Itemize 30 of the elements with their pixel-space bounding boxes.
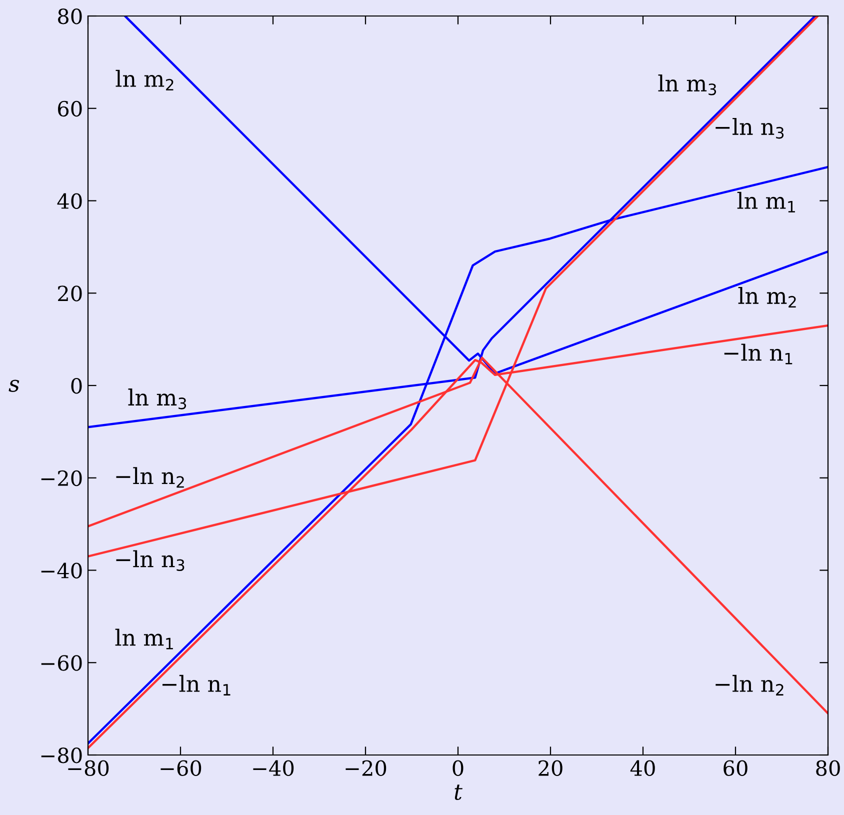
y-axis-title: s	[8, 380, 20, 392]
y-tick-label: 60	[58, 100, 82, 117]
x-tick-label: 60	[724, 760, 748, 776]
y-tick-label: 0	[71, 378, 82, 394]
y-tick-label: −20	[41, 470, 82, 486]
x-tick-label: −20	[346, 760, 386, 776]
annotation: −ln n$_{2}$	[116, 467, 184, 488]
annotation: ln m$_{1}$	[115, 628, 173, 650]
annotation: −ln n$_{2}$	[716, 674, 784, 696]
x-axis-title: t	[454, 784, 462, 800]
annotation: −ln n$_{3}$	[716, 118, 784, 139]
x-tick-label: 80	[816, 760, 840, 776]
y-tick-label: 80	[58, 8, 82, 24]
annotation: −ln n$_{3}$	[116, 550, 184, 572]
annotation: −ln n$_{1}$	[162, 674, 230, 696]
annotation: ln m$_{1}$	[737, 192, 795, 212]
annotation: ln m$_{2}$	[738, 286, 796, 308]
y-tick-label: 40	[57, 193, 82, 209]
x-tick-label: −40	[253, 760, 294, 776]
annotation: ln m$_{3}$	[658, 74, 716, 96]
y-tick-label: 20	[58, 286, 82, 302]
x-tick-label: −60	[160, 760, 202, 776]
y-tick-label: −40	[41, 562, 82, 578]
annotation: ln m$_{2}$	[116, 70, 174, 90]
x-tick-label: 20	[538, 760, 562, 776]
x-tick-label: 0	[452, 760, 464, 776]
annotation: ln m$_{3}$	[128, 388, 186, 410]
x-tick-label: 40	[630, 760, 655, 776]
y-tick-label: −60	[41, 655, 82, 671]
annotation: −ln n$_{1}$	[724, 344, 792, 364]
